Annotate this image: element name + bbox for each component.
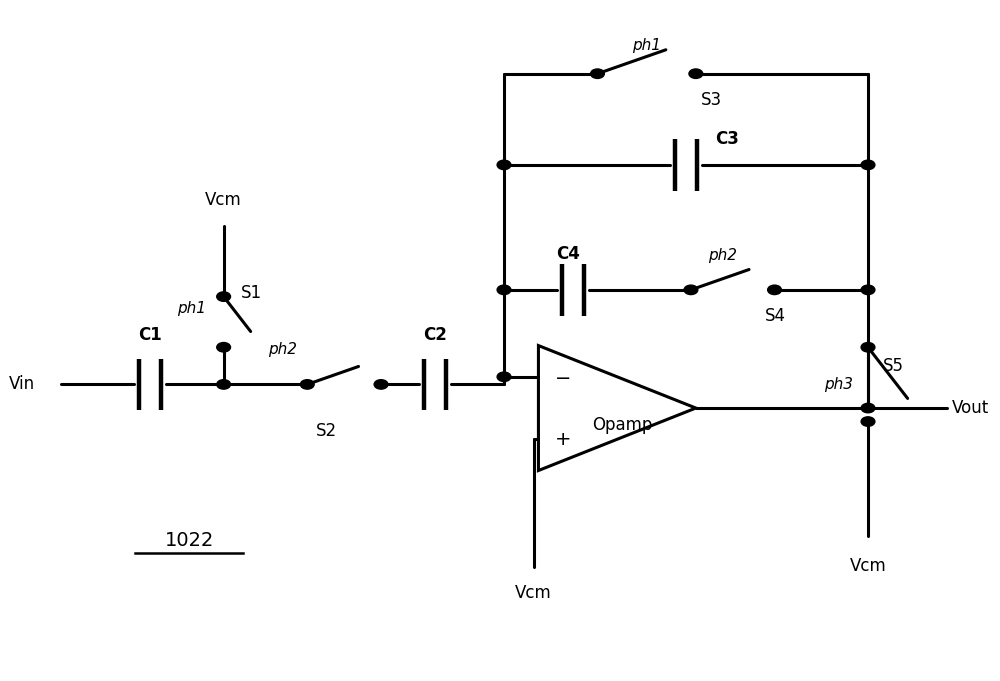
Text: C4: C4	[556, 245, 580, 263]
Circle shape	[861, 343, 875, 352]
Text: ph2: ph2	[708, 248, 737, 263]
Text: C1: C1	[138, 326, 162, 344]
Circle shape	[591, 69, 604, 78]
Text: Vcm: Vcm	[850, 556, 886, 575]
Circle shape	[768, 285, 781, 295]
Circle shape	[217, 343, 231, 352]
Circle shape	[689, 69, 703, 78]
Text: S1: S1	[241, 284, 262, 302]
Text: Vin: Vin	[9, 375, 35, 394]
Text: C2: C2	[423, 326, 447, 344]
Text: ph2: ph2	[268, 343, 297, 358]
Circle shape	[861, 160, 875, 170]
Text: $-$: $-$	[554, 367, 570, 386]
Text: $+$: $+$	[554, 430, 571, 449]
Circle shape	[217, 380, 231, 389]
Text: S5: S5	[883, 358, 904, 375]
Circle shape	[300, 380, 314, 389]
Circle shape	[684, 285, 698, 295]
Circle shape	[497, 372, 511, 381]
Text: Vcm: Vcm	[205, 191, 242, 209]
Circle shape	[497, 160, 511, 170]
Text: Vout: Vout	[952, 399, 989, 417]
Circle shape	[497, 285, 511, 295]
Circle shape	[217, 292, 231, 301]
Text: S2: S2	[316, 422, 337, 439]
Text: Opamp: Opamp	[592, 416, 652, 434]
Text: Vcm: Vcm	[515, 584, 552, 601]
Text: ph1: ph1	[177, 301, 206, 316]
Text: S4: S4	[765, 306, 786, 325]
Text: S3: S3	[701, 91, 722, 108]
Circle shape	[374, 380, 388, 389]
Circle shape	[861, 417, 875, 426]
Text: C3: C3	[716, 130, 739, 148]
Circle shape	[861, 403, 875, 413]
Circle shape	[861, 285, 875, 295]
Text: ph3: ph3	[824, 377, 853, 392]
Text: ph1: ph1	[632, 38, 661, 53]
Text: 1022: 1022	[165, 531, 214, 550]
